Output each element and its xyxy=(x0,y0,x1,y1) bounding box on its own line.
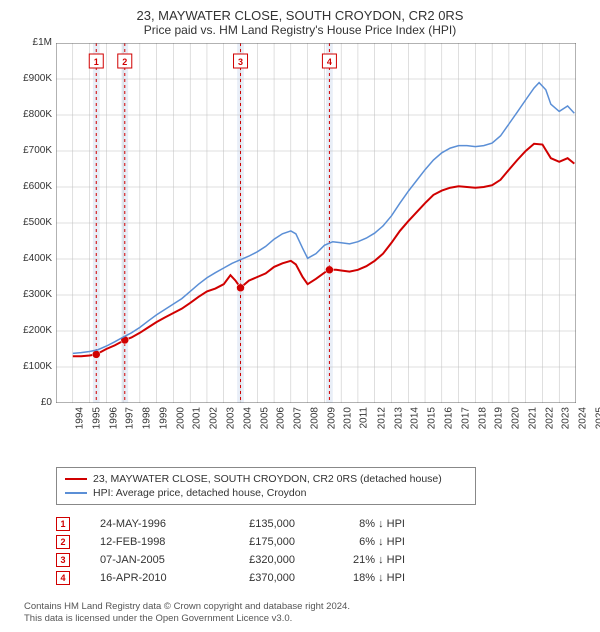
sale-marker: 1 xyxy=(56,517,70,531)
x-axis-label: 2014 xyxy=(410,407,421,429)
x-axis-label: 2012 xyxy=(376,407,387,429)
legend-label: 23, MAYWATER CLOSE, SOUTH CROYDON, CR2 0… xyxy=(93,473,442,485)
sale-delta: 6% ↓ HPI xyxy=(325,536,405,548)
sale-row: 2 12-FEB-1998 £175,000 6% ↓ HPI xyxy=(56,533,590,551)
legend-label: HPI: Average price, detached house, Croy… xyxy=(93,487,306,499)
sale-row: 4 16-APR-2010 £370,000 18% ↓ HPI xyxy=(56,569,590,587)
sale-price: £370,000 xyxy=(225,572,295,584)
legend-item: 23, MAYWATER CLOSE, SOUTH CROYDON, CR2 0… xyxy=(65,472,467,486)
svg-text:2: 2 xyxy=(122,57,127,67)
footer: Contains HM Land Registry data © Crown c… xyxy=(24,601,590,626)
y-axis-label: £200K xyxy=(10,325,52,336)
x-axis-label: 2023 xyxy=(561,407,572,429)
svg-text:4: 4 xyxy=(327,57,332,67)
sale-date: 07-JAN-2005 xyxy=(100,554,195,566)
x-axis-label: 2010 xyxy=(343,407,354,429)
chart-title: 23, MAYWATER CLOSE, SOUTH CROYDON, CR2 0… xyxy=(10,8,590,23)
chart-svg: 1 2 3 4 xyxy=(56,43,576,403)
legend-swatch xyxy=(65,492,87,494)
x-axis-label: 2021 xyxy=(527,407,538,429)
sale-marker: 2 xyxy=(56,535,70,549)
chart-container: 23, MAYWATER CLOSE, SOUTH CROYDON, CR2 0… xyxy=(0,0,600,632)
svg-text:3: 3 xyxy=(238,57,243,67)
sale-row: 1 24-MAY-1996 £135,000 8% ↓ HPI xyxy=(56,515,590,533)
x-axis-label: 2022 xyxy=(544,407,555,429)
sale-marker: 4 xyxy=(56,571,70,585)
x-axis-label: 2002 xyxy=(208,407,219,429)
x-axis-label: 2018 xyxy=(477,407,488,429)
sale-delta: 8% ↓ HPI xyxy=(325,518,405,530)
y-axis-label: £0 xyxy=(10,397,52,408)
x-axis-label: 1995 xyxy=(91,407,102,429)
x-axis-label: 2006 xyxy=(276,407,287,429)
x-axis-label: 1999 xyxy=(158,407,169,429)
x-axis-label: 2004 xyxy=(242,407,253,429)
sale-date: 12-FEB-1998 xyxy=(100,536,195,548)
sale-price: £135,000 xyxy=(225,518,295,530)
y-axis-label: £1M xyxy=(10,37,52,48)
legend-swatch xyxy=(65,478,87,480)
sale-price: £320,000 xyxy=(225,554,295,566)
sale-date: 16-APR-2010 xyxy=(100,572,195,584)
y-axis-label: £800K xyxy=(10,109,52,120)
x-axis-label: 2015 xyxy=(427,407,438,429)
sale-price: £175,000 xyxy=(225,536,295,548)
chart-area: 1 2 3 4 £0 £100K £200K £300K £400K £500K £600K £70… xyxy=(10,43,590,423)
x-axis-label: 2019 xyxy=(494,407,505,429)
x-axis-label: 2013 xyxy=(393,407,404,429)
sale-date: 24-MAY-1996 xyxy=(100,518,195,530)
y-axis-label: £700K xyxy=(10,145,52,156)
x-axis-label: 2017 xyxy=(460,407,471,429)
legend: 23, MAYWATER CLOSE, SOUTH CROYDON, CR2 0… xyxy=(56,467,476,505)
x-axis-label: 2003 xyxy=(225,407,236,429)
x-axis-label: 1996 xyxy=(108,407,119,429)
y-axis-label: £600K xyxy=(10,181,52,192)
chart-subtitle: Price paid vs. HM Land Registry's House … xyxy=(10,23,590,37)
x-axis-label: 2024 xyxy=(577,407,588,429)
x-axis-label: 2016 xyxy=(443,407,454,429)
x-axis-label: 2008 xyxy=(309,407,320,429)
legend-item: HPI: Average price, detached house, Croy… xyxy=(65,486,467,500)
svg-text:1: 1 xyxy=(94,57,99,67)
x-axis-label: 1994 xyxy=(74,407,85,429)
y-axis-label: £500K xyxy=(10,217,52,228)
sales-table: 1 24-MAY-1996 £135,000 8% ↓ HPI 2 12-FEB-1998… xyxy=(56,515,590,587)
x-axis-label: 1997 xyxy=(125,407,136,429)
y-axis-label: £900K xyxy=(10,73,52,84)
y-axis-label: £300K xyxy=(10,289,52,300)
x-axis-label: 2000 xyxy=(175,407,186,429)
footer-line1: Contains HM Land Registry data © Crown c… xyxy=(24,601,590,613)
sale-row: 3 07-JAN-2005 £320,000 21% ↓ HPI xyxy=(56,551,590,569)
x-axis-label: 2007 xyxy=(292,407,303,429)
y-axis-label: £400K xyxy=(10,253,52,264)
x-axis-label: 2025 xyxy=(594,407,600,429)
x-axis-label: 2009 xyxy=(326,407,337,429)
sale-delta: 18% ↓ HPI xyxy=(325,572,405,584)
sale-delta: 21% ↓ HPI xyxy=(325,554,405,566)
sale-marker: 3 xyxy=(56,553,70,567)
x-axis-label: 2001 xyxy=(192,407,203,429)
x-axis-label: 2005 xyxy=(259,407,270,429)
x-axis-label: 1998 xyxy=(141,407,152,429)
y-axis-label: £100K xyxy=(10,361,52,372)
x-axis-label: 2011 xyxy=(359,407,370,429)
x-axis-label: 2020 xyxy=(510,407,521,429)
